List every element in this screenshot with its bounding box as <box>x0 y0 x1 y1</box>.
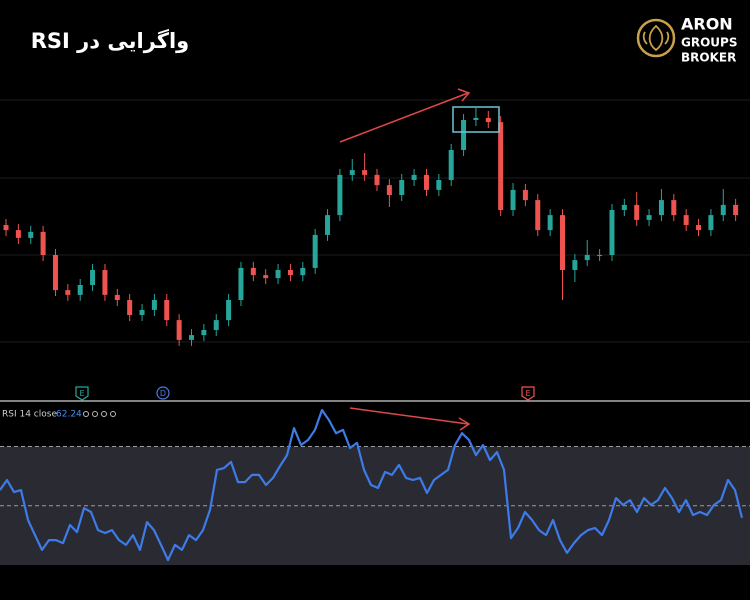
candle-body <box>399 180 405 195</box>
candle-body <box>634 204 640 220</box>
event-marker-label: E <box>79 389 84 398</box>
candle-body <box>139 309 145 315</box>
candle-body <box>176 320 182 340</box>
page-title: واگرایی در RSI <box>31 28 189 53</box>
price-trend-arrow <box>339 88 471 143</box>
candle-body <box>461 120 467 150</box>
candle-body <box>127 300 133 315</box>
candle-body <box>90 270 96 285</box>
price-panel <box>3 108 739 346</box>
rsi-label: RSI 14 close <box>2 410 57 420</box>
candle-body <box>386 185 392 195</box>
highlight-box <box>452 106 500 133</box>
candle-body <box>609 210 615 255</box>
candle-body <box>238 267 244 300</box>
candle-body <box>312 234 318 268</box>
candle-body <box>263 275 269 279</box>
candle-body <box>448 150 454 180</box>
candle-body <box>411 174 417 180</box>
candle-body <box>300 267 306 276</box>
candle-body <box>362 170 368 175</box>
candle-body <box>40 231 46 255</box>
candle-body <box>374 174 380 186</box>
event-marker-shape <box>521 386 535 401</box>
candle-body <box>621 204 627 210</box>
candle-body <box>213 320 219 330</box>
candle-body <box>275 270 281 279</box>
event-marker-label: E <box>525 389 530 398</box>
candle-body <box>436 180 442 190</box>
candle-body <box>189 335 194 340</box>
candle-body <box>646 215 652 220</box>
candle-body <box>28 231 34 238</box>
candle-body <box>522 189 528 201</box>
candle-body <box>226 300 232 321</box>
candle-body <box>572 260 578 270</box>
candle-body <box>597 255 603 256</box>
candle-body <box>547 215 553 231</box>
candle-body <box>584 255 590 261</box>
candle-body <box>250 267 256 276</box>
candle-body <box>473 117 479 120</box>
candle-body <box>423 174 429 190</box>
candle-body <box>658 200 664 216</box>
rsi-panel <box>0 408 750 566</box>
candle-body <box>349 170 355 175</box>
candle-body <box>52 255 58 291</box>
candle-body <box>560 215 565 270</box>
candle-body <box>720 204 726 216</box>
candle-body <box>325 215 331 235</box>
candle-body <box>65 290 71 295</box>
candle-body <box>708 215 714 231</box>
candle-body <box>337 174 343 216</box>
logo-line: ARON <box>681 15 733 34</box>
candle-body <box>733 204 739 216</box>
candle-body <box>151 300 157 310</box>
candle-body <box>683 215 689 225</box>
candle-body <box>535 200 541 231</box>
candle-body <box>3 225 9 231</box>
candle-body <box>671 200 677 216</box>
candle-body <box>498 122 504 210</box>
candle-body <box>114 294 120 300</box>
candle-body <box>485 117 491 123</box>
candle-body <box>15 230 21 238</box>
event-marker-label: D <box>160 389 166 398</box>
legend-icons <box>83 411 116 417</box>
candle-body <box>102 270 108 295</box>
candle-body <box>164 300 170 321</box>
candle-body <box>201 330 207 336</box>
event-marker-shape <box>156 386 170 400</box>
rsi-last-value: 62.24 <box>56 410 82 420</box>
rsi-trend-arrow <box>349 407 471 431</box>
event-marker-shape <box>75 386 89 401</box>
logo-line: GROUPS <box>681 36 737 50</box>
candle-body <box>696 225 702 231</box>
logo: ARON GROUPS BROKER <box>636 15 737 65</box>
candle-body <box>510 189 516 210</box>
rsi-line <box>0 408 744 562</box>
candle-body <box>287 270 293 276</box>
logo-line: BROKER <box>681 51 736 65</box>
candle-body <box>77 285 83 295</box>
